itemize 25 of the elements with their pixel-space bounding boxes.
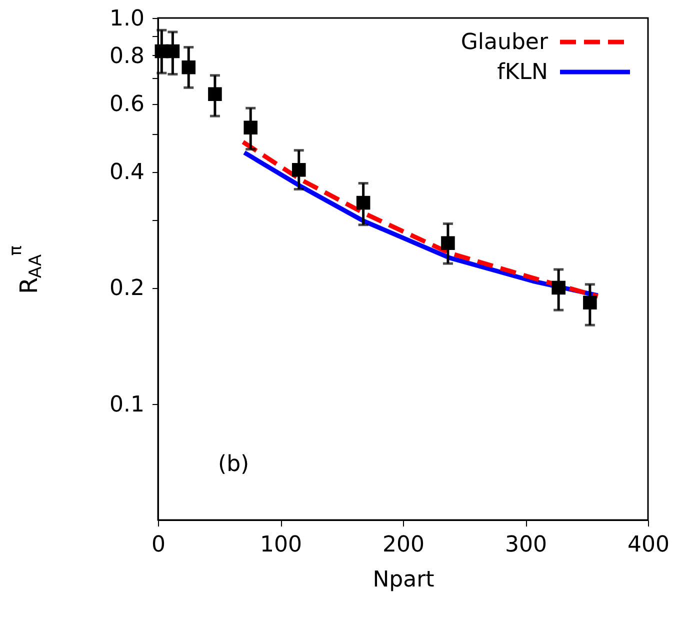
y-tick-label: 0.2 [110, 276, 144, 302]
x-axis-title: Npart [372, 568, 435, 592]
point [441, 236, 455, 250]
point [166, 44, 180, 58]
y-tick-label: 1.0 [110, 6, 144, 32]
x-tick-label: 400 [628, 532, 670, 558]
annotation: (b) [218, 452, 250, 477]
point [583, 296, 597, 310]
point [208, 87, 222, 101]
x-tick-label: 100 [260, 532, 302, 558]
y-axis-title: RAAπ [6, 245, 46, 294]
x-tick-label: 200 [382, 532, 424, 558]
x-tick-label: 0 [152, 532, 166, 558]
y-tick-label: 0.1 [110, 392, 144, 418]
y-tick-label: 0.4 [110, 160, 144, 186]
legend-label: fKLN [497, 60, 548, 85]
legend-label: Glauber [460, 30, 549, 55]
point [552, 280, 566, 295]
y-tick-label: 0.6 [110, 92, 144, 118]
point [292, 162, 306, 177]
point [244, 120, 258, 134]
point [182, 60, 196, 74]
point [356, 196, 370, 210]
x-tick-label: 300 [505, 532, 547, 558]
y-tick-label: 0.8 [110, 44, 144, 69]
